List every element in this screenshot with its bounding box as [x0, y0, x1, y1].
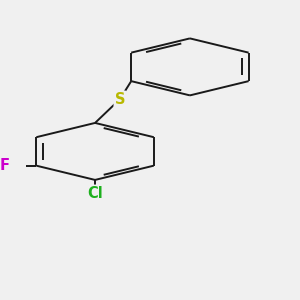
- Text: Cl: Cl: [87, 186, 103, 201]
- Text: F: F: [0, 158, 10, 173]
- Text: S: S: [115, 92, 125, 107]
